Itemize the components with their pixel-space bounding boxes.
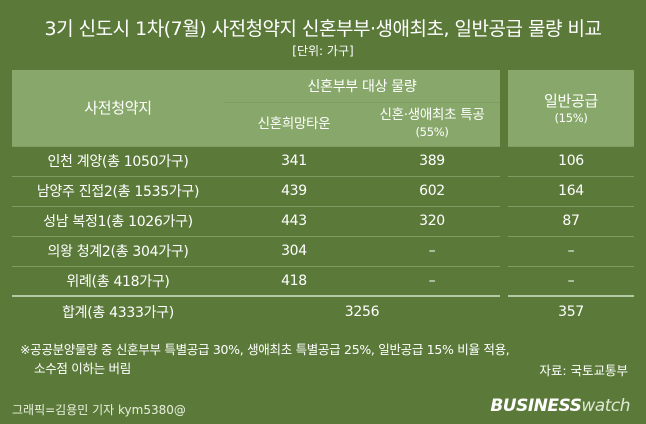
group-header: 신혼부부 대상 물량 <box>224 70 505 103</box>
cell-value: – <box>500 236 635 267</box>
cell-value: 443 <box>224 206 364 237</box>
cell-value: 304 <box>224 236 364 267</box>
total-row: 합계(총 4333가구) 3256 357 <box>12 295 635 326</box>
cell-value: 389 <box>364 146 505 177</box>
row-name: 남양주 진접2(총 1535가구) <box>12 176 224 207</box>
table-row: 위례(총 418가구) 418 – – <box>12 266 635 297</box>
cell-value: – <box>364 266 505 297</box>
source-label: 자료: 국토교통부 <box>539 363 628 378</box>
cell-value: – <box>364 236 505 267</box>
businesswatch-logo: BUSINESSwatch <box>490 396 630 416</box>
column-header-special: 신혼·생애최초 특공 (55%) <box>364 102 505 147</box>
chart-title: 3기 신도시 1차(7월) 사전청약지 신혼부부·생애최초, 일반공급 물량 비… <box>44 18 602 40</box>
logo-tail: watch <box>581 396 630 416</box>
table-row: 의왕 청계2(총 304가구) 304 – – <box>12 236 635 267</box>
total-row-name: 합계(총 4333가구) <box>12 295 224 326</box>
column-header-general: 일반공급 (15%) <box>500 70 635 147</box>
column-header-general-label: 일반공급 <box>544 92 599 111</box>
cell-value: 439 <box>224 176 364 207</box>
footnote-line-2: 소수점 이하는 버림 <box>34 361 131 376</box>
table-row: 성남 복정1(총 1026가구) 443 320 87 <box>12 206 635 237</box>
logo-main: BUSINESS <box>490 396 582 416</box>
row-name: 위례(총 418가구) <box>12 266 224 297</box>
column-header-hope-town-label: 신혼희망타운 <box>257 115 331 132</box>
column-header-special-label: 신혼·생애최초 특공 <box>379 107 485 123</box>
row-name: 인천 계양(총 1050가구) <box>12 146 224 177</box>
cell-value: 87 <box>500 206 635 237</box>
cell-value: – <box>500 266 635 297</box>
footnote: ※공공분양물량 중 신혼부부 특별공급 30%, 생애최초 특별공급 25%, … <box>20 340 630 378</box>
column-header-special-sub: (55%) <box>415 125 449 139</box>
data-table: 사전청약지 신혼부부 대상 물량 일반공급 (15%) 신혼희망타운 신혼·생애… <box>12 70 635 326</box>
table-row: 인천 계양(총 1050가구) 341 389 106 <box>12 146 635 177</box>
cell-value: 602 <box>364 176 505 207</box>
footnote-line-1: ※공공분양물량 중 신혼부부 특별공급 30%, 생애최초 특별공급 25%, … <box>20 342 510 357</box>
total-newlywed: 3256 <box>224 295 505 326</box>
cell-value: 320 <box>364 206 505 237</box>
cell-value: 164 <box>500 176 635 207</box>
column-header-general-sub: (15%) <box>554 111 588 126</box>
graphic-credit: 그래픽=김용민 기자 kym5380@ <box>12 403 186 417</box>
row-name: 성남 복정1(총 1026가구) <box>12 206 224 237</box>
row-label-header: 사전청약지 <box>12 70 224 147</box>
total-general: 357 <box>500 295 635 326</box>
column-header-hope-town: 신혼희망타운 <box>224 102 364 147</box>
cell-value: 341 <box>224 146 364 177</box>
unit-label: [단위: 가구] <box>292 44 354 58</box>
table-row: 남양주 진접2(총 1535가구) 439 602 164 <box>12 176 635 207</box>
row-name: 의왕 청계2(총 304가구) <box>12 236 224 267</box>
cell-value: 106 <box>500 146 635 177</box>
cell-value: 418 <box>224 266 364 297</box>
